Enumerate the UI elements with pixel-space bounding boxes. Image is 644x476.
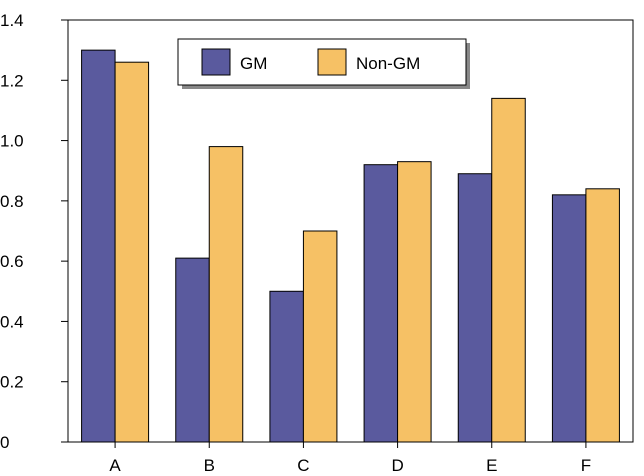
bar-non-gm-e (491, 97, 526, 443)
y-tick-label: 1.4 (0, 11, 24, 30)
x-tick-label: E (486, 456, 497, 475)
plot-frame (67, 19, 634, 443)
y-tick-label: 0 (0, 433, 9, 452)
legend-swatch-non-gm (317, 48, 347, 76)
x-tick-label: B (204, 456, 215, 475)
bar-non-gm-f (585, 188, 620, 443)
legend-swatch-gm (201, 48, 231, 76)
y-tick-label: 1.0 (0, 132, 24, 151)
y-axis: 0 0.2 0.4 0.6 0.8 1.0 1.2 1.4 (0, 11, 68, 452)
y-tick-label: 0.2 (0, 373, 24, 392)
bar-gm-f (551, 194, 587, 443)
bar-gm-a (81, 49, 116, 443)
y-tick-label: 0.8 (0, 192, 24, 211)
bar-gm-b (175, 257, 210, 443)
x-tick-label: C (297, 456, 309, 475)
bar-non-gm-b (208, 146, 244, 443)
x-tick-label: A (109, 456, 121, 475)
y-tick-label: 1.2 (0, 71, 24, 90)
bar-gm-c (269, 290, 304, 443)
legend: GM Non-GM (177, 38, 470, 89)
x-axis: A B C D E F (109, 442, 591, 475)
bar-non-gm-c (302, 230, 338, 443)
legend-label-gm: GM (240, 54, 267, 73)
bar-gm-d (363, 164, 399, 443)
x-tick-label: D (391, 456, 403, 475)
bars (81, 49, 620, 443)
x-tick-label: F (581, 456, 591, 475)
bar-gm-e (457, 173, 493, 443)
y-tick-label: 0.6 (0, 252, 24, 271)
legend-label-non-gm: Non-GM (356, 54, 420, 73)
y-tick-label: 0.4 (0, 312, 24, 331)
bar-non-gm-d (397, 161, 432, 443)
bar-non-gm-a (114, 61, 150, 443)
